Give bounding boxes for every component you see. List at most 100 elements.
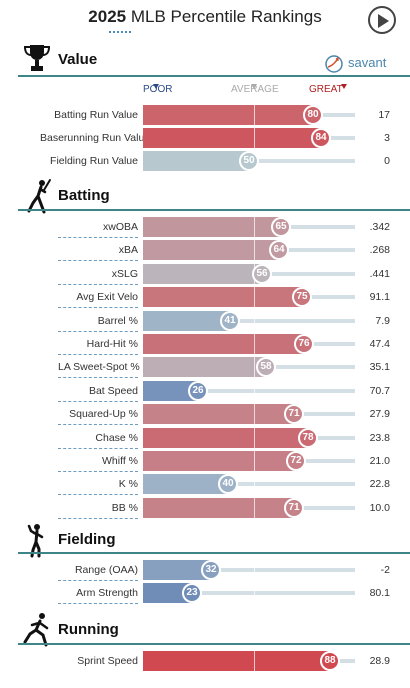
metric-value: 35.1 — [369, 361, 390, 374]
metric-row[interactable]: Range (OAA) 32 -2 — [0, 559, 410, 581]
percentile-bubble: 40 — [218, 474, 238, 495]
metric-label[interactable]: Bat Speed — [58, 385, 138, 402]
section-rule-fielding — [18, 552, 410, 554]
metric-row[interactable]: xSLG 56 .441 — [0, 263, 410, 285]
section-running-header: Running — [0, 612, 410, 647]
metric-value: .268 — [369, 244, 390, 257]
savant-label: savant — [348, 55, 387, 70]
metric-label[interactable]: Hard-Hit % — [58, 338, 138, 355]
metric-row[interactable]: LA Sweet-Spot % 58 35.1 — [0, 356, 410, 379]
average-line — [254, 583, 255, 603]
metric-value: 70.7 — [369, 384, 390, 397]
metric-row[interactable]: Fielding Run Value 50 0 — [0, 150, 410, 172]
percentile-track — [143, 482, 355, 487]
percentile-bubble: 88 — [320, 651, 340, 671]
percentile-bar — [143, 474, 228, 495]
metric-row[interactable]: Bat Speed 26 70.7 — [0, 380, 410, 402]
percentile-bar — [143, 263, 262, 284]
average-line — [254, 560, 255, 580]
metric-label[interactable]: xSLG — [58, 268, 138, 285]
average-line — [254, 128, 255, 148]
metric-row[interactable]: xBA 64 .268 — [0, 239, 410, 262]
percentile-bubble: 32 — [201, 560, 221, 580]
metric-label[interactable]: xBA — [58, 244, 138, 262]
metric-row[interactable]: Whiff % 72 21.0 — [0, 450, 410, 472]
metric-label[interactable]: Avg Exit Velo — [58, 291, 138, 309]
section-title-value: Value — [58, 51, 98, 68]
metric-label[interactable]: LA Sweet-Spot % — [58, 361, 140, 379]
percentile-bar — [143, 105, 313, 125]
percentile-bar — [143, 651, 330, 671]
metric-row[interactable]: Barrel % 41 7.9 — [0, 310, 410, 332]
average-line — [254, 217, 255, 237]
metric-label[interactable]: Fielding Run Value — [50, 155, 138, 167]
scale-great-label: GREAT — [309, 84, 343, 95]
percentile-bubble: 75 — [292, 287, 312, 308]
metric-label[interactable]: xwOBA — [58, 221, 138, 238]
average-line — [254, 474, 255, 495]
header: 2025 MLB Percentile Rankings — [0, 0, 410, 40]
average-line — [254, 497, 255, 518]
percentile-bar — [143, 451, 296, 471]
section-title-batting: Batting — [58, 187, 110, 204]
metric-value: 10.0 — [369, 501, 390, 514]
percentile-bubble: 26 — [188, 380, 208, 401]
scale-average-marker — [251, 84, 257, 89]
percentile-bar — [143, 380, 198, 401]
metric-row[interactable]: K % 40 22.8 — [0, 473, 410, 496]
play-button[interactable] — [368, 6, 396, 34]
metric-label[interactable]: Sprint Speed — [77, 655, 138, 667]
percentile-bubble: 56 — [252, 263, 272, 284]
percentile-bubble: 41 — [220, 310, 240, 331]
metric-row[interactable]: Avg Exit Velo 75 91.1 — [0, 286, 410, 309]
average-line — [254, 380, 255, 401]
savant-logo-icon — [325, 55, 343, 73]
metric-value: -2 — [380, 564, 390, 576]
metric-row[interactable]: Chase % 78 23.8 — [0, 427, 410, 449]
metric-label[interactable]: K % — [58, 478, 138, 496]
percentile-bar — [143, 240, 279, 261]
metric-value: 27.9 — [369, 408, 390, 421]
metric-label[interactable]: Squared-Up % — [58, 408, 138, 426]
metric-row[interactable]: Baserunning Run Value 84 3 — [0, 127, 410, 149]
metric-row[interactable]: BB % 71 10.0 — [0, 497, 410, 519]
metric-label[interactable]: Baserunning Run Value — [40, 132, 151, 144]
metric-label[interactable]: BB % — [58, 502, 138, 519]
average-line — [254, 310, 255, 331]
metric-value: .342 — [369, 221, 390, 233]
metric-row[interactable]: Arm Strength 23 80.1 — [0, 582, 410, 604]
percentile-bubble: 64 — [269, 240, 289, 261]
metric-label[interactable]: Batting Run Value — [54, 109, 138, 121]
average-line — [254, 334, 255, 354]
metric-label[interactable]: Whiff % — [58, 455, 138, 472]
scale-great-marker — [341, 84, 347, 89]
percentile-bubble: 84 — [311, 128, 331, 148]
scale-poor-label: POOR — [143, 84, 173, 95]
metric-value: .441 — [369, 267, 390, 280]
percentile-bubble: 65 — [271, 217, 291, 237]
title-year: 2025 — [88, 7, 127, 26]
metric-label[interactable]: Range (OAA) — [58, 564, 138, 581]
metric-row[interactable]: xwOBA 65 .342 — [0, 216, 410, 238]
metric-row[interactable]: Sprint Speed 88 28.9 — [0, 650, 410, 672]
metric-row[interactable]: Squared-Up % 71 27.9 — [0, 403, 410, 426]
percentile-bar — [143, 427, 308, 448]
section-rule-batting — [18, 209, 410, 211]
metric-row[interactable]: Batting Run Value 80 17 — [0, 104, 410, 126]
percentile-bubble: 23 — [182, 583, 202, 603]
percentile-bar — [143, 287, 302, 308]
metric-value: 7.9 — [375, 314, 390, 327]
metric-label[interactable]: Barrel % — [58, 315, 138, 332]
metric-value: 3 — [384, 132, 390, 144]
title-text: MLB Percentile Rankings — [126, 7, 322, 26]
average-line — [254, 651, 255, 671]
percentile-track — [143, 568, 355, 572]
average-line — [254, 287, 255, 308]
percentile-bar — [143, 560, 211, 580]
metric-label[interactable]: Arm Strength — [58, 587, 138, 604]
metric-label[interactable]: Chase % — [58, 432, 138, 449]
percentile-track — [143, 318, 355, 323]
metric-row[interactable]: Hard-Hit % 76 47.4 — [0, 333, 410, 355]
average-line — [254, 105, 255, 125]
percentile-bubble: 58 — [256, 357, 276, 378]
